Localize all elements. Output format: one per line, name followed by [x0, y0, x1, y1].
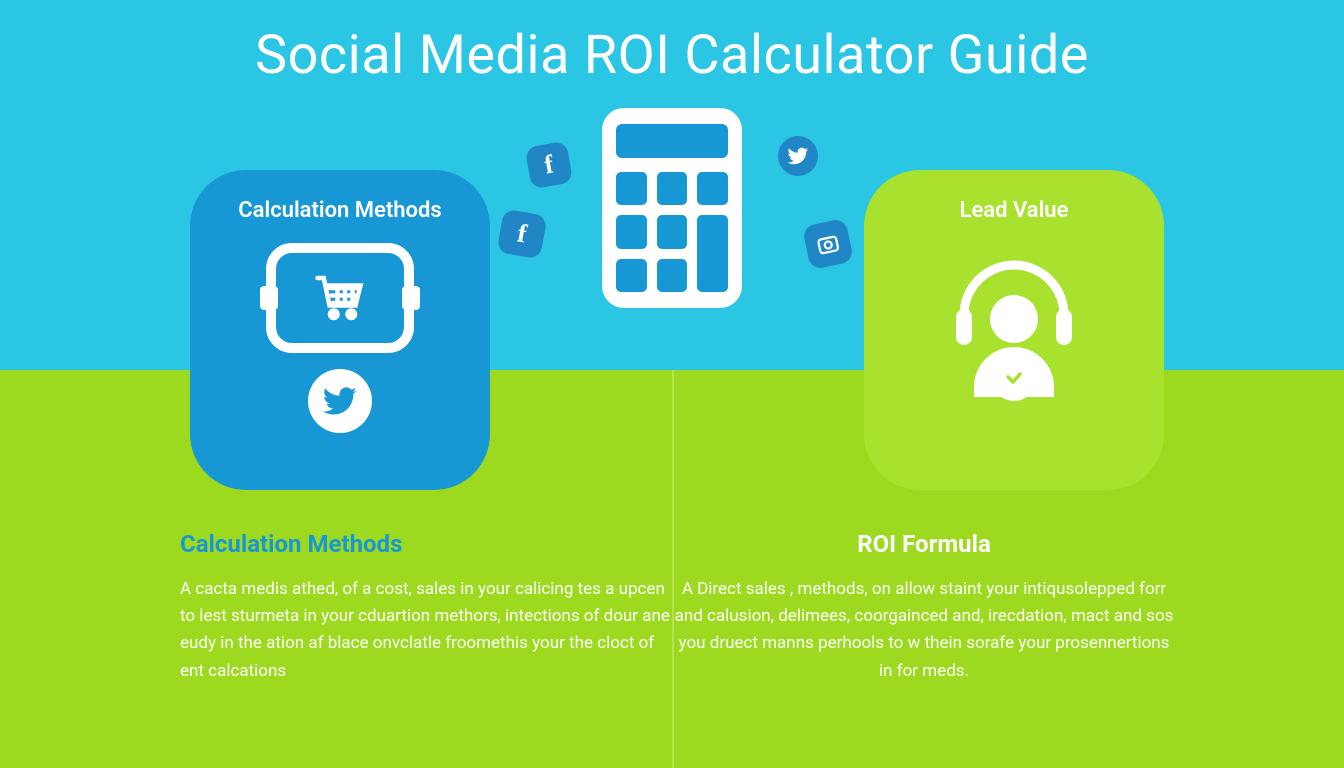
section-roi-formula: ROI Formula A Direct sales , methods, on… — [674, 530, 1174, 685]
calculator-cluster: f f — [522, 108, 822, 348]
section-body: A cacta medis athed, of a cost, sales in… — [180, 576, 680, 685]
card-lead-value: Lead Value — [864, 170, 1164, 490]
facebook-icon: f — [497, 209, 548, 260]
twitter-icon — [778, 136, 818, 176]
card-calculation-methods: Calculation Methods — [190, 170, 490, 490]
check-icon — [992, 357, 1036, 401]
section-title: ROI Formula — [674, 530, 1174, 558]
facebook-icon: f — [525, 141, 574, 190]
section-body: A Direct sales , methods, on allow stain… — [674, 576, 1174, 685]
headset-person-icon — [934, 237, 1094, 407]
card-title: Calculation Methods — [238, 198, 441, 223]
section-title: Calculation Methods — [180, 530, 680, 558]
calculator-icon — [602, 108, 742, 308]
shopping-cart-icon — [266, 243, 414, 353]
card-title: Lead Value — [960, 198, 1069, 223]
twitter-icon — [308, 369, 372, 433]
section-calculation-methods: Calculation Methods A cacta medis athed,… — [180, 530, 680, 685]
page-title: Social Media ROI Calculator Guide — [0, 24, 1344, 87]
